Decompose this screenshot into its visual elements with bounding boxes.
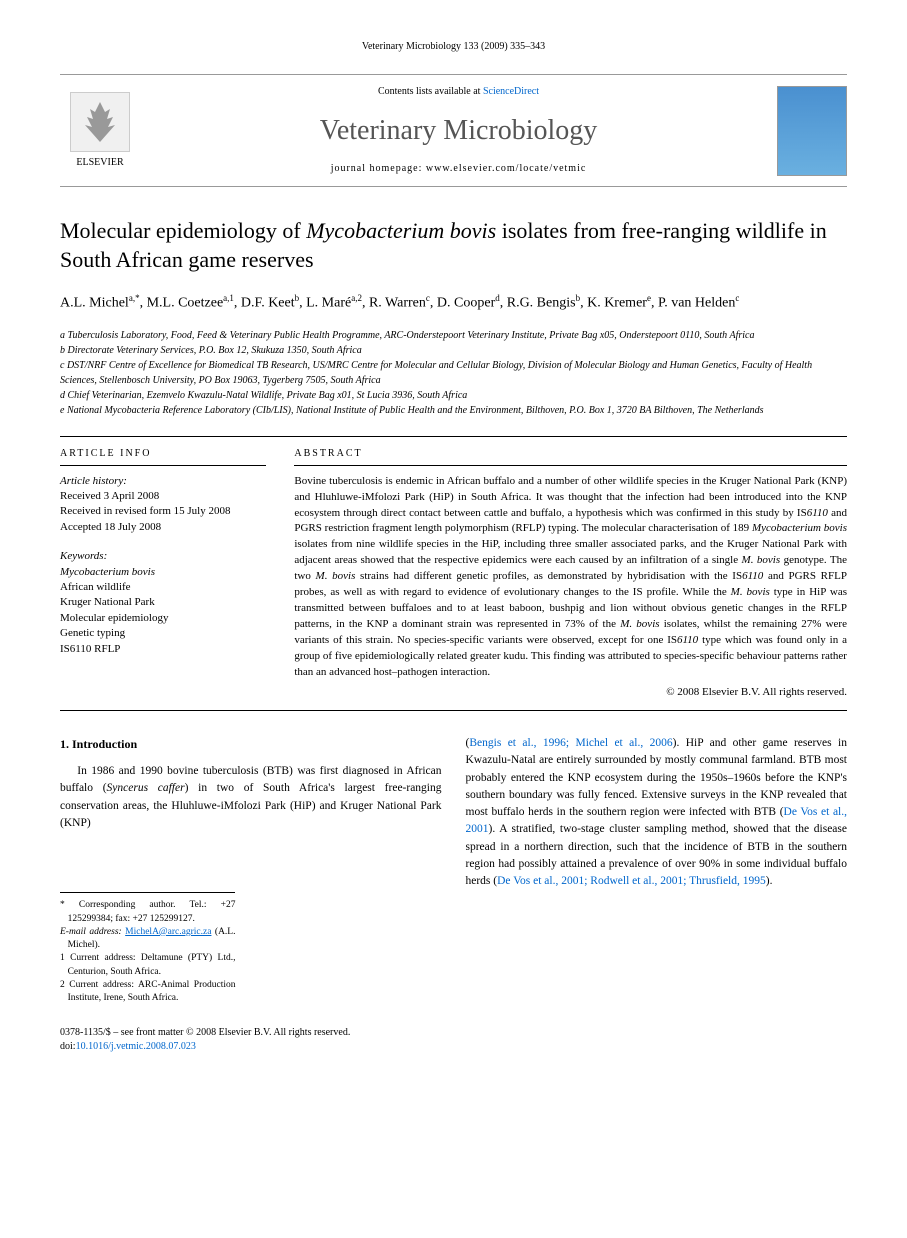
affiliation-b: b Directorate Veterinary Services, P.O. … (60, 343, 847, 358)
journal-cover-thumbnail (777, 86, 847, 176)
history-accepted: Accepted 18 July 2008 (60, 520, 266, 535)
intro-paragraph-right: (Bengis et al., 1996; Michel et al., 200… (466, 735, 848, 890)
keyword-4: Genetic typing (60, 626, 266, 641)
elsevier-label: ELSEVIER (60, 156, 140, 170)
history-label: Article history: (60, 475, 127, 487)
doi-line: doi:10.1016/j.vetmic.2008.07.023 (60, 1040, 532, 1054)
footnote-1: 1 Current address: Deltamune (PTY) Ltd.,… (60, 952, 235, 979)
article-title: Molecular epidemiology of Mycobacterium … (60, 217, 847, 274)
affiliation-c: c DST/NRF Centre of Excellence for Biome… (60, 358, 847, 388)
homepage-url: www.elsevier.com/locate/vetmic (426, 163, 586, 174)
footnote-2: 2 Current address: ARC-Animal Production… (60, 979, 235, 1006)
footer-left: 0378-1135/$ – see front matter © 2008 El… (60, 1026, 532, 1054)
abstract-column: ABSTRACT Bovine tuberculosis is endemic … (280, 437, 847, 711)
keyword-1: African wildlife (60, 580, 266, 595)
history-received: Received 3 April 2008 (60, 489, 266, 504)
keyword-5: IS6110 RFLP (60, 642, 266, 657)
affiliation-a: a Tuberculosis Laboratory, Food, Feed & … (60, 328, 847, 343)
contents-available-line: Contents lists available at ScienceDirec… (140, 85, 777, 99)
email-label: E-mail address: (60, 927, 125, 937)
body-column-left: 1. Introduction In 1986 and 1990 bovine … (60, 735, 442, 1005)
doi-link[interactable]: 10.1016/j.vetmic.2008.07.023 (76, 1041, 196, 1052)
author-list: A.L. Michela,*, M.L. Coetzeea,1, D.F. Ke… (60, 292, 847, 313)
running-head: Veterinary Microbiology 133 (2009) 335–3… (60, 40, 847, 54)
info-abstract-box: ARTICLE INFO Article history: Received 3… (60, 436, 847, 712)
keyword-2: Kruger National Park (60, 595, 266, 610)
doi-prefix: doi: (60, 1041, 76, 1052)
intro-paragraph-left: In 1986 and 1990 bovine tuberculosis (BT… (60, 763, 442, 832)
keywords-label: Keywords: (60, 550, 107, 562)
footnote-corresponding: * Corresponding author. Tel.: +27 125299… (60, 899, 235, 926)
abstract-label: ABSTRACT (294, 447, 847, 466)
sciencedirect-link[interactable]: ScienceDirect (483, 86, 539, 97)
issn-copyright-line: 0378-1135/$ – see front matter © 2008 El… (60, 1026, 532, 1040)
keywords-block: Keywords: Mycobacterium bovis African wi… (60, 549, 266, 657)
contents-prefix: Contents lists available at (378, 86, 483, 97)
abstract-copyright: © 2008 Elsevier B.V. All rights reserved… (294, 685, 847, 700)
journal-homepage-line: journal homepage: www.elsevier.com/locat… (140, 162, 777, 176)
body-columns: 1. Introduction In 1986 and 1990 bovine … (60, 735, 847, 1005)
affiliations: a Tuberculosis Laboratory, Food, Feed & … (60, 328, 847, 418)
journal-name: Veterinary Microbiology (140, 111, 777, 150)
elsevier-tree-icon (70, 92, 130, 152)
abstract-text: Bovine tuberculosis is endemic in Africa… (294, 474, 847, 681)
footnotes-block: * Corresponding author. Tel.: +27 125299… (60, 892, 235, 1005)
article-history-block: Article history: Received 3 April 2008 R… (60, 474, 266, 536)
article-info-column: ARTICLE INFO Article history: Received 3… (60, 437, 280, 711)
affiliation-e: e National Mycobacteria Reference Labora… (60, 403, 847, 418)
keyword-3: Molecular epidemiology (60, 611, 266, 626)
body-column-right: (Bengis et al., 1996; Michel et al., 200… (466, 735, 848, 1005)
footnote-email: E-mail address: MichelA@arc.agric.za (A.… (60, 926, 235, 953)
corresponding-email-link[interactable]: MichelA@arc.agric.za (125, 927, 211, 937)
article-info-label: ARTICLE INFO (60, 447, 266, 466)
masthead-center: Contents lists available at ScienceDirec… (140, 85, 777, 176)
history-revised: Received in revised form 15 July 2008 (60, 504, 266, 519)
page-footer: 0378-1135/$ – see front matter © 2008 El… (60, 1026, 847, 1054)
section-1-heading: 1. Introduction (60, 735, 442, 753)
elsevier-logo-block: ELSEVIER (60, 92, 140, 170)
affiliation-d: d Chief Veterinarian, Ezemvelo Kwazulu-N… (60, 388, 847, 403)
journal-masthead: ELSEVIER Contents lists available at Sci… (60, 74, 847, 187)
homepage-prefix: journal homepage: (331, 163, 426, 174)
keyword-0: Mycobacterium bovis (60, 565, 266, 580)
